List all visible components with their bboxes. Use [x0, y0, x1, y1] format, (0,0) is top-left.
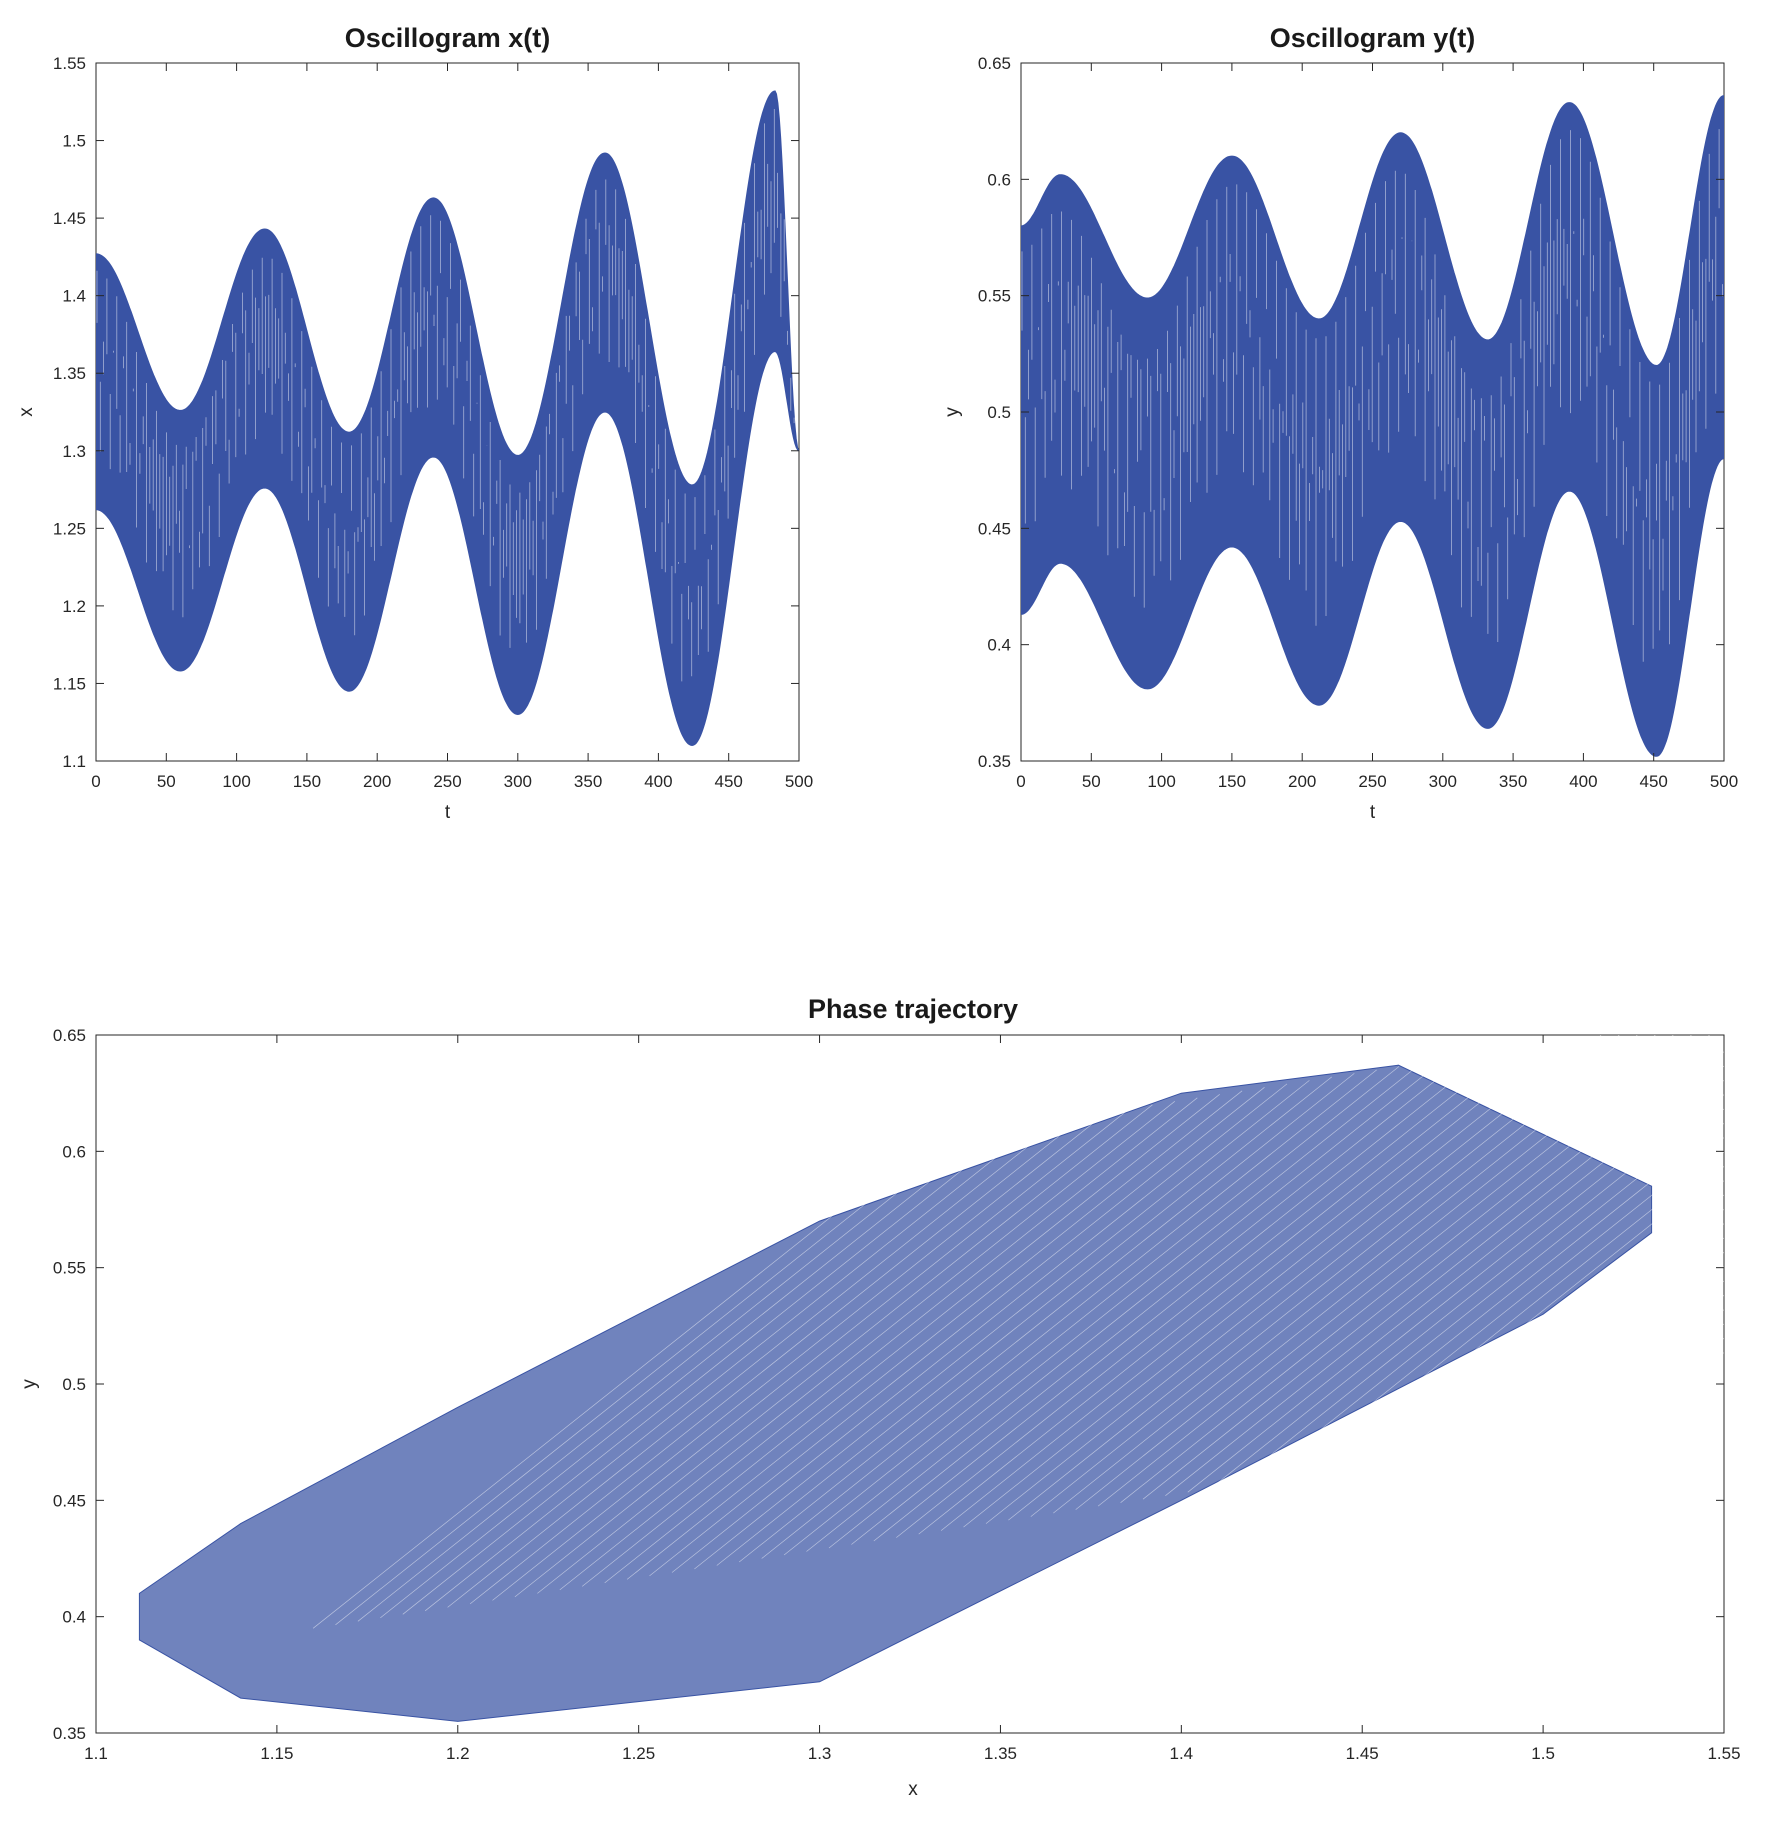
x-tick-label: 250	[433, 772, 461, 791]
phase-region	[138, 1064, 1653, 1722]
x-tick-label: 350	[574, 772, 602, 791]
x-tick-label: 400	[644, 772, 672, 791]
y-oscillogram-ticks: 0 50 100 150 200 250 300 350 400 450 500 0.35 0.4 0.4…	[978, 54, 1738, 791]
x-tick-label: 400	[1569, 772, 1597, 791]
y-tick-label: 1.15	[53, 674, 86, 693]
y-tick-label: 0.6	[987, 170, 1011, 189]
x-oscillogram-ylabel: x	[16, 407, 37, 417]
y-oscillogram-title: Oscillogram y(t)	[1270, 23, 1476, 53]
x-oscillogram-title: Oscillogram x(t)	[345, 23, 551, 53]
y-tick-label: 0.35	[53, 1724, 86, 1743]
y-tick-label: 0.45	[53, 1491, 86, 1510]
x-tick-label: 450	[1640, 772, 1668, 791]
phase-trajectory-xlabel: x	[908, 1779, 918, 1800]
y-tick-label: 1.25	[53, 519, 86, 538]
x-tick-label: 1.55	[1707, 1744, 1740, 1763]
x-tick-label: 50	[1082, 772, 1101, 791]
y-tick-label: 1.35	[53, 364, 86, 383]
y-tick-label: 1.1	[62, 752, 86, 771]
y-tick-label: 0.4	[62, 1608, 86, 1627]
x-tick-label: 1.45	[1346, 1744, 1379, 1763]
x-tick-label: 200	[1288, 772, 1316, 791]
y-oscillogram-ylabel: y	[942, 407, 963, 417]
x-tick-label: 150	[1218, 772, 1246, 791]
y-oscillogram-axes: 0 50 100 150 200 250 300 350 400 450 500 0.35 0.4 0.4…	[942, 23, 1738, 823]
phase-loop-lines	[312, 1035, 1724, 1629]
x-tick-label: 1.35	[984, 1744, 1017, 1763]
x-tick-label: 1.3	[808, 1744, 832, 1763]
phase-trajectory-ticks: 1.1 1.15 1.2 1.25 1.3 1.35 1.4 1.45 1.5 1.55 0.35 0…	[53, 1026, 1741, 1763]
y-oscillogram-xlabel: t	[1370, 802, 1376, 823]
phase-trajectory-title: Phase trajectory	[808, 994, 1018, 1024]
x-tick-label: 1.25	[622, 1744, 655, 1763]
y-tick-label: 1.4	[62, 287, 86, 306]
x-tick-label: 450	[715, 772, 743, 791]
x-tick-label: 50	[157, 772, 176, 791]
x-tick-label: 500	[785, 772, 813, 791]
x-oscillogram-xlabel: t	[445, 802, 451, 823]
y-tick-label: 1.45	[53, 209, 86, 228]
x-tick-label: 0	[91, 772, 100, 791]
y-oscillogram-series	[1021, 95, 1724, 757]
series-oscillation-lines	[96, 109, 798, 682]
x-tick-label: 500	[1710, 772, 1738, 791]
y-tick-label: 0.5	[62, 1375, 86, 1394]
y-tick-label: 1.3	[62, 442, 86, 461]
x-oscillogram-ticks: 0 50 100 150 200 250 300 350 400 450 500 1.1 1.15 1.2…	[53, 54, 813, 791]
x-tick-label: 150	[293, 772, 321, 791]
x-tick-label: 1.4	[1170, 1744, 1194, 1763]
x-tick-label: 250	[1358, 772, 1386, 791]
x-tick-label: 100	[1147, 772, 1175, 791]
x-tick-label: 1.5	[1531, 1744, 1555, 1763]
x-tick-label: 1.15	[260, 1744, 293, 1763]
y-tick-label: 0.5	[987, 403, 1011, 422]
y-tick-label: 0.65	[978, 54, 1011, 73]
y-tick-label: 0.55	[53, 1259, 86, 1278]
y-tick-label: 0.55	[978, 287, 1011, 306]
y-tick-label: 1.5	[62, 132, 86, 151]
y-tick-label: 1.55	[53, 54, 86, 73]
y-tick-label: 0.4	[987, 636, 1011, 655]
x-tick-label: 200	[363, 772, 391, 791]
y-tick-label: 0.35	[978, 752, 1011, 771]
series-oscillation-lines	[1021, 129, 1723, 662]
phase-trajectory-series	[138, 1035, 1724, 1722]
y-tick-label: 1.2	[62, 597, 86, 616]
x-tick-label: 300	[504, 772, 532, 791]
y-tick-label: 0.45	[978, 519, 1011, 538]
x-tick-label: 350	[1499, 772, 1527, 791]
x-oscillogram-axes: 0 50 100 150 200 250 300 350 400 450 500 1.1 1.15 1.2…	[16, 23, 813, 823]
x-tick-label: 1.1	[84, 1744, 108, 1763]
x-tick-label: 300	[1429, 772, 1457, 791]
x-tick-label: 0	[1016, 772, 1025, 791]
phase-trajectory-axes: 1.1 1.15 1.2 1.25 1.3 1.35 1.4 1.45 1.5 1.55 0.35 0…	[19, 994, 1741, 1800]
y-tick-label: 0.6	[62, 1142, 86, 1161]
x-tick-label: 1.2	[446, 1744, 470, 1763]
phase-trajectory-ylabel: y	[19, 1379, 40, 1389]
x-tick-label: 100	[222, 772, 250, 791]
y-tick-label: 0.65	[53, 1026, 86, 1045]
